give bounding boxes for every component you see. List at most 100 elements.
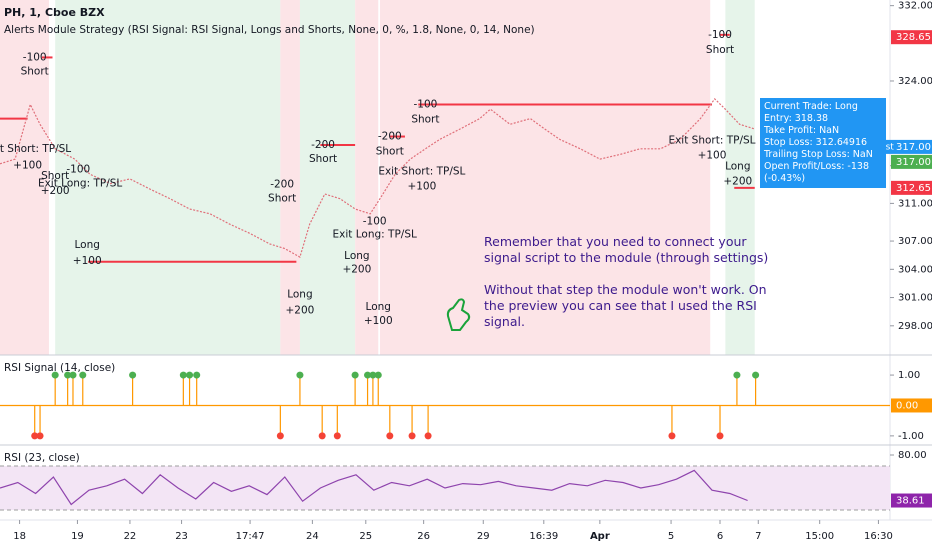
signal-region — [380, 0, 711, 355]
y-tick-label: 324.00 — [898, 76, 932, 87]
series-line — [0, 469, 748, 506]
trade-label: +200 — [286, 305, 315, 317]
x-tick-label: 15:00 — [805, 531, 834, 542]
trade-label: +100 — [407, 180, 436, 192]
signal-dot — [51, 371, 59, 379]
price-badge-label: 0.00 — [896, 400, 918, 411]
signal-dot — [668, 432, 676, 440]
signal-dot — [369, 371, 377, 379]
x-tick-label: 22 — [124, 531, 137, 542]
x-tick-label: 23 — [175, 531, 188, 542]
signal-dot — [351, 371, 359, 379]
x-tick-label: 7 — [755, 531, 761, 542]
price-badge-label: 38.61 — [896, 496, 925, 507]
signal-dot — [364, 371, 372, 379]
trade-label: Short — [41, 170, 69, 182]
trade-label: Exit Short: TP/SL — [668, 134, 755, 146]
trade-label: Exit Long: TP/SL — [333, 228, 417, 240]
signal-dot — [318, 432, 326, 440]
signal-region — [299, 0, 356, 355]
trade-label: +200 — [342, 263, 371, 275]
x-tick-label: Apr — [590, 531, 610, 542]
trade-label: +200 — [723, 176, 752, 188]
trade-label: Exit Short: TP/SL — [0, 143, 71, 155]
y-tick-label: 307.00 — [898, 236, 932, 247]
signal-dot — [424, 432, 432, 440]
trade-label: Short — [411, 114, 439, 126]
signal-region — [280, 0, 300, 355]
note-line: Remember that you need to connect your — [484, 234, 747, 249]
panel-title: RSI (23, close) — [4, 452, 80, 464]
x-tick-label: 5 — [668, 531, 674, 542]
signal-region — [725, 0, 755, 355]
trade-label: +100 — [364, 315, 393, 327]
signal-dot — [296, 371, 304, 379]
price-badge-label: 317.00 — [896, 142, 931, 153]
note-line: signal script to the module (through set… — [484, 250, 769, 265]
info-line: Entry: 318.38 — [764, 113, 829, 124]
y-tick-label: -1.00 — [898, 431, 924, 442]
signal-dot — [733, 371, 741, 379]
signal-dot — [31, 432, 39, 440]
note-paragraph: Without that step the module won't work.… — [484, 282, 768, 330]
price-badge — [891, 154, 932, 169]
x-tick-label: 25 — [359, 531, 372, 542]
y-tick-label: 298.00 — [898, 321, 932, 332]
info-line: Current Trade: Long — [764, 101, 858, 112]
price-badge — [891, 139, 932, 154]
signal-region — [0, 0, 49, 355]
x-tick-label: 18 — [13, 531, 26, 542]
hand-icon — [446, 298, 471, 331]
signal-dot — [276, 432, 284, 440]
y-tick-label: 304.00 — [898, 264, 932, 275]
info-line: Stop Loss: 312.64916 — [764, 137, 868, 148]
trade-label: -100 — [23, 51, 47, 63]
signal-dot — [79, 371, 87, 379]
trade-label: +100 — [698, 149, 727, 161]
signal-dot — [186, 371, 194, 379]
price-badge — [891, 493, 932, 508]
signal-dot — [69, 371, 77, 379]
trade-label: Short — [376, 146, 404, 158]
price-badge-label: 328.65 — [896, 32, 931, 43]
x-tick-label: 16:39 — [529, 531, 558, 542]
x-tick-label: 24 — [306, 531, 319, 542]
signal-dot — [36, 432, 44, 440]
symbol-title: PH, 1, Cboe BZX — [4, 6, 105, 19]
note-line: Without that step the module won't work.… — [484, 282, 767, 297]
price-badge-label: 312.65 — [896, 183, 931, 194]
x-tick-label: 29 — [477, 531, 490, 542]
signal-dot — [64, 371, 72, 379]
y-tick-label: 311.00 — [898, 198, 932, 209]
trade-label: -200 — [270, 179, 294, 191]
signal-dot — [408, 432, 416, 440]
signal-region — [355, 0, 379, 355]
trade-label: Exit Long: TP/SL — [38, 178, 122, 190]
price-badge — [891, 30, 932, 45]
signal-dot — [193, 371, 201, 379]
price-badge — [891, 180, 932, 195]
trade-label: +100 — [13, 160, 42, 172]
x-tick-label: 26 — [417, 531, 430, 542]
signal-region — [55, 0, 281, 355]
x-tick-label: 6 — [717, 531, 723, 542]
trade-label: +100 — [73, 255, 102, 267]
trade-label: Short — [268, 193, 296, 205]
note-paragraph: Remember that you need to connect your si… — [484, 234, 768, 266]
info-line: Open Profit/Loss: -138 (-0.43%) — [764, 161, 869, 184]
note: Remember that you need to connect your si… — [484, 234, 768, 346]
signal-dot — [716, 432, 724, 440]
trade-label: Short — [706, 44, 734, 56]
trade-label: -100 — [363, 215, 387, 227]
trade-label: -200 — [378, 131, 402, 143]
info-line: Take Profit: NaN — [764, 125, 840, 136]
y-tick-label: 301.00 — [898, 293, 932, 304]
signal-dot — [374, 371, 382, 379]
trade-label: Short — [309, 153, 337, 165]
y-tick-label: 1.00 — [898, 370, 920, 381]
trade-label: -100 — [413, 99, 437, 111]
trade-label: Long — [75, 239, 100, 251]
trade-label: Long — [725, 161, 750, 173]
